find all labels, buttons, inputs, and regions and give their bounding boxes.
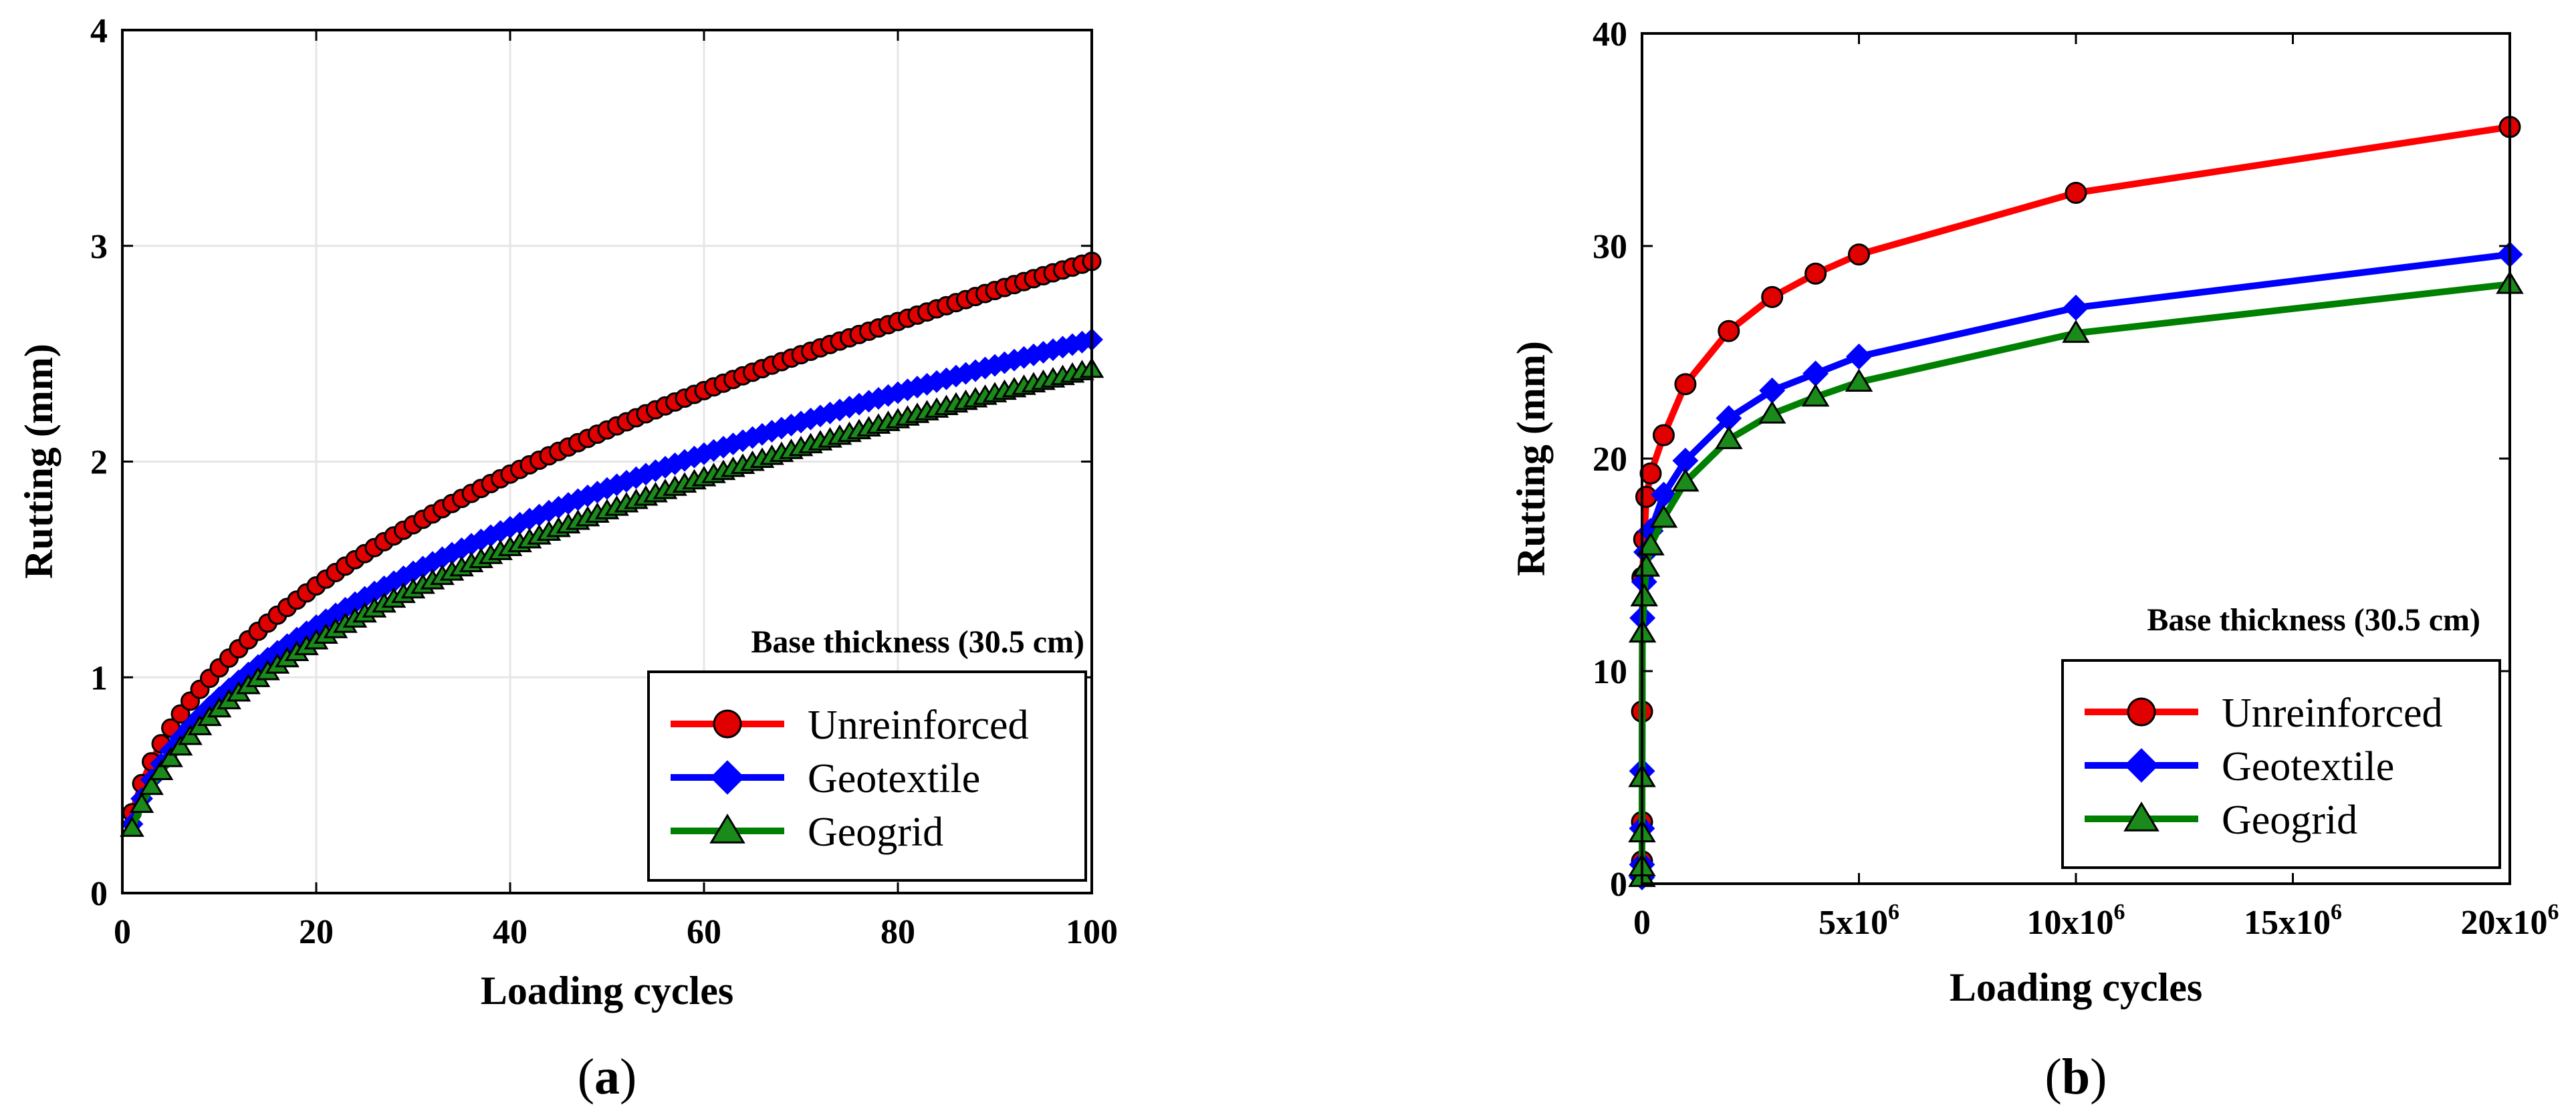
legend-label: Geogrid (2222, 797, 2357, 843)
legend-entry-geotextile: Geotextile (671, 756, 980, 801)
data-point-geotextile (2063, 294, 2089, 321)
data-point-geogrid (129, 792, 154, 814)
legend-title: Base thickness (30.5 cm) (751, 624, 1084, 660)
legend-label: Unreinforced (2222, 691, 2443, 736)
data-point-unreinforced (2065, 182, 2087, 204)
x-tick-label-exponent: 6 (2548, 900, 2559, 924)
data-point-geogrid (178, 724, 203, 745)
x-tick-label-base: 5x10 (1819, 904, 1888, 942)
y-tick-label: 10 (1593, 653, 1627, 691)
panel-letter-a: a (594, 1049, 620, 1105)
panel-label-a: (a) (578, 1049, 637, 1105)
legend-label: Geotextile (2222, 744, 2394, 789)
data-point-geogrid (2062, 320, 2090, 343)
legend-entry-geotextile: Geotextile (2085, 744, 2394, 789)
series-group (120, 251, 1104, 837)
data-point-geogrid (148, 759, 174, 781)
y-tick-label: 0 (1610, 866, 1627, 904)
data-point-geogrid (168, 735, 193, 756)
y-axis-label: Rutting (mm) (1509, 341, 1553, 576)
x-tick-label: 5x106 (1819, 900, 1899, 942)
data-point-geogrid (1715, 426, 1743, 449)
data-point-geogrid (1630, 583, 1659, 607)
panel-label-b: (b) (2045, 1049, 2107, 1105)
y-tick-label: 3 (90, 228, 108, 266)
data-point-unreinforced (1652, 424, 1675, 447)
y-tick-label: 30 (1593, 228, 1627, 266)
legend-entry-unreinforced: Unreinforced (2085, 691, 2443, 736)
x-tick-label: 20x106 (2461, 900, 2559, 942)
data-point-unreinforced (1639, 462, 1662, 485)
legend-label: Geogrid (808, 810, 943, 855)
data-point-geogrid (1637, 532, 1665, 555)
y-tick-label: 4 (90, 12, 108, 50)
x-tick-label: 10x106 (2027, 900, 2125, 942)
legend-swatch-marker (709, 814, 745, 844)
legend-title: Base thickness (30.5 cm) (2147, 602, 2480, 638)
data-point-unreinforced (1848, 243, 1870, 266)
legend-swatch-marker (710, 760, 745, 795)
data-point-unreinforced (170, 704, 191, 724)
data-point-unreinforced (1718, 320, 1740, 342)
data-point-geogrid (1801, 383, 1830, 407)
legend-entry-unreinforced: Unreinforced (671, 703, 1029, 748)
data-point-geogrid (1845, 368, 1873, 392)
x-tick-label: 20 (299, 913, 334, 951)
legend-label: Unreinforced (808, 703, 1029, 748)
legend: Unreinforced Geotextile Geogrid (2061, 659, 2501, 869)
x-tick-label: 0 (1633, 904, 1651, 942)
legend-entry-geogrid: Geogrid (2085, 797, 2357, 843)
legend-swatch-marker (2123, 801, 2159, 832)
panel-letter-b: b (2062, 1049, 2090, 1105)
axis-ticks: 0 20 40 60 80 100 0 1 2 3 4 (90, 12, 1118, 951)
data-point-geogrid (120, 816, 144, 837)
data-point-geogrid (1758, 400, 1786, 424)
x-tick-label: 0 (114, 913, 131, 951)
x-tick-label-base: 10x10 (2027, 904, 2114, 942)
x-tick-label-base: 0 (1633, 904, 1651, 942)
series-geogrid (120, 357, 1104, 837)
grid-lines (122, 30, 1092, 893)
data-point-geotextile (1846, 343, 1872, 370)
data-point-geogrid (1632, 553, 1661, 577)
y-tick-label: 2 (90, 444, 108, 482)
y-axis-label: Rutting (mm) (17, 344, 61, 579)
legend: Unreinforced Geotextile Geogrid (647, 670, 1087, 882)
legend-label: Geotextile (808, 756, 980, 801)
x-tick-label: 40 (493, 913, 528, 951)
y-tick-label: 0 (90, 875, 108, 913)
legend-swatch-marker (2124, 748, 2159, 783)
x-tick-label: 15x106 (2244, 900, 2342, 942)
chart-panel-a: 0 20 40 60 80 100 0 1 2 3 4 Loading cycles Rutting… (17, 12, 1118, 1105)
legend-swatch-marker (713, 709, 742, 739)
legend-swatch-marker (2127, 697, 2156, 727)
data-point-geogrid (158, 747, 183, 767)
x-tick-label-exponent: 6 (2114, 900, 2125, 924)
x-tick-label: 60 (687, 913, 721, 951)
y-tick-label: 40 (1593, 15, 1627, 53)
y-tick-label: 20 (1593, 441, 1627, 479)
data-point-unreinforced (1674, 373, 1697, 396)
data-point-unreinforced (1761, 285, 1784, 308)
y-tick-label: 1 (90, 659, 108, 697)
x-tick-label-base: 20x10 (2461, 904, 2548, 942)
data-point-geogrid (1671, 468, 1700, 492)
x-tick-label: 80 (881, 913, 915, 951)
x-tick-label-exponent: 6 (2331, 900, 2342, 924)
x-axis-label: Loading cycles (1950, 965, 2202, 1009)
data-point-geogrid (1649, 504, 1678, 528)
data-point-unreinforced (1804, 262, 1827, 285)
x-tick-label: 100 (1066, 913, 1118, 951)
data-point-geotextile (1802, 360, 1829, 387)
x-tick-label-exponent: 6 (1888, 900, 1899, 924)
x-axis-label: Loading cycles (481, 969, 733, 1013)
data-point-geogrid (139, 774, 164, 795)
legend-entry-geogrid: Geogrid (671, 810, 943, 855)
x-tick-label-base: 15x10 (2244, 904, 2331, 942)
